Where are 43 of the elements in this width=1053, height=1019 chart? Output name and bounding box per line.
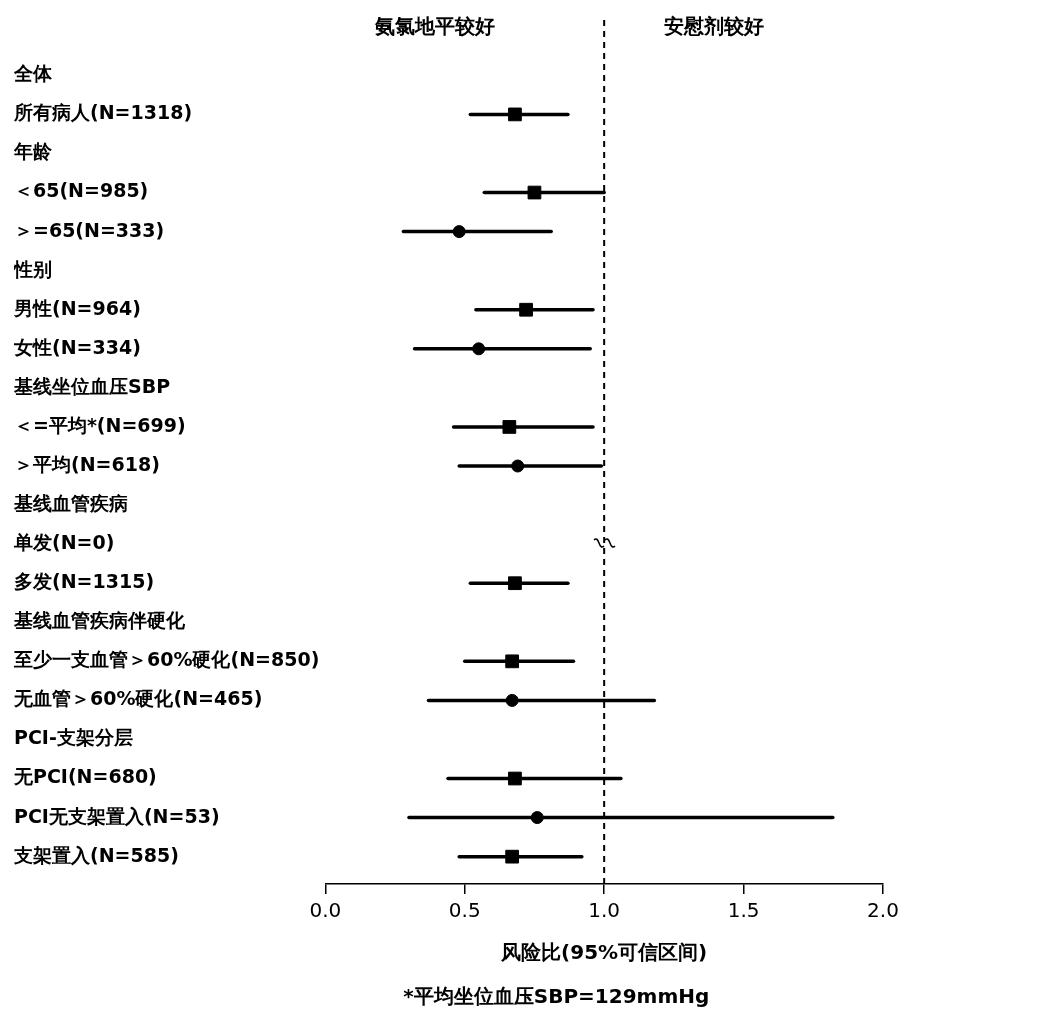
- y-tick-label: 支架置入(N=585): [13, 843, 179, 866]
- y-tick-label: ＜65(N=985): [14, 179, 149, 202]
- y-tick-label: 基线坐位血压SBP: [13, 374, 171, 397]
- y-tick-label: ＞=65(N=333): [14, 218, 165, 241]
- text: *平均坐位血压SBP=129mmHg: [403, 984, 710, 1009]
- y-tick-label: 所有病人(N=1318): [13, 101, 193, 124]
- point: [530, 811, 544, 825]
- annotation: 氨氯地平较好: [373, 14, 495, 39]
- annotation: 安慰剂较好: [663, 14, 764, 39]
- y-tick-label: PCI-支架分层: [14, 726, 133, 749]
- x-tick-label: 0.0: [309, 898, 342, 923]
- point: [511, 459, 525, 473]
- x-tick-label: 1.5: [727, 898, 760, 923]
- x-tick-label: 1.0: [588, 898, 621, 923]
- x-tick-label: 2.0: [867, 898, 899, 923]
- y-tick-label: ＞平均(N=618): [14, 452, 160, 475]
- y-tick-label: 性别: [13, 257, 52, 280]
- y-tick-label: 多发(N=1315): [14, 570, 155, 593]
- y-tick-label: 基线血管疾病伴硬化: [13, 609, 186, 632]
- y-tick-label: 无PCI(N=680): [13, 765, 157, 788]
- point: [452, 225, 466, 239]
- point: [505, 849, 520, 864]
- y-tick-label: ＜=平均*(N=699): [14, 413, 186, 436]
- y-tick-label: 单发(N=0): [13, 531, 115, 554]
- y-tick-label: 男性(N=964): [13, 296, 141, 319]
- point: [508, 576, 522, 591]
- y-tick-label: 至少一支血管＞60%硬化(N=850): [13, 648, 320, 671]
- y-tick-label: 女性(N=334): [13, 335, 141, 358]
- point: [502, 420, 517, 434]
- point: [527, 185, 542, 200]
- y-tick-label: 全体: [13, 62, 53, 85]
- y-tick-label: 基线血管疾病: [13, 492, 128, 514]
- x-axis-title: 风险比(95%可信区间): [500, 940, 708, 965]
- point: [505, 693, 519, 707]
- point: [505, 654, 520, 669]
- y-tick-label: PCI无支架置入(N=53): [14, 804, 220, 827]
- point: [508, 771, 522, 786]
- x-tick-label: 0.5: [448, 898, 481, 923]
- y-tick-label: 年龄: [13, 140, 53, 163]
- point: [519, 302, 533, 317]
- point: [472, 342, 486, 356]
- y-tick-label: 无血管＞60%硬化(N=465): [13, 687, 263, 710]
- point: [508, 107, 522, 122]
